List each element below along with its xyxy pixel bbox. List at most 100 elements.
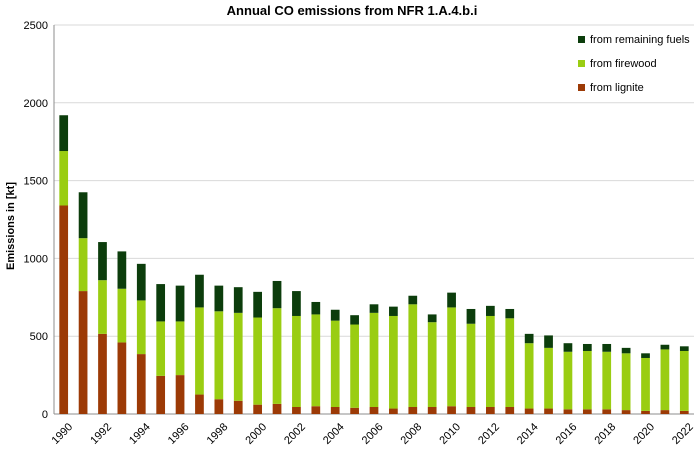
- bar-segment: [195, 307, 204, 395]
- bar-segment: [544, 408, 553, 414]
- bar-segment: [59, 151, 69, 206]
- x-tick-label: 2000: [243, 421, 269, 447]
- bar-segment: [136, 300, 146, 355]
- bar-segment: [59, 115, 69, 152]
- y-tick-label: 1000: [24, 253, 48, 265]
- bar-segment: [447, 307, 456, 407]
- y-tick-label: 2500: [24, 20, 48, 32]
- bar-segment: [621, 410, 631, 414]
- bar-segment: [136, 354, 146, 414]
- bar-segment: [156, 321, 166, 376]
- bar-segment: [679, 410, 689, 414]
- x-tick-label: 1998: [205, 421, 231, 447]
- bar-segment: [602, 351, 612, 410]
- x-tick-label: 2020: [631, 421, 657, 447]
- bar-segment: [272, 403, 282, 414]
- bar-segment: [660, 410, 670, 414]
- bar-segment: [175, 321, 185, 376]
- bar-segment: [582, 350, 592, 410]
- bar-segment: [369, 312, 379, 407]
- bar-segment: [524, 408, 534, 414]
- bar-segment: [447, 292, 456, 308]
- bar-segment: [582, 343, 592, 351]
- bar-segment: [98, 242, 107, 281]
- bar-segment: [427, 322, 437, 407]
- bar-segment: [505, 406, 515, 414]
- bar-segment: [350, 324, 359, 408]
- bar-segment: [544, 347, 553, 409]
- bar-segment: [233, 400, 243, 414]
- bar-segment: [389, 315, 398, 409]
- bar-segment: [524, 343, 534, 409]
- bar-segment: [292, 315, 301, 407]
- bar-segment: [175, 375, 185, 414]
- y-ticks: 0 500 1000 1500 2000 2500: [24, 20, 48, 421]
- bar-segment: [524, 333, 534, 344]
- bar-segment: [563, 409, 573, 414]
- bar-segment: [272, 308, 282, 404]
- x-tick-label: 2012: [476, 421, 502, 447]
- bar-segment: [233, 312, 243, 401]
- bar-segment: [214, 285, 224, 312]
- bar-segment: [427, 314, 437, 323]
- bar-segment: [175, 285, 185, 322]
- bar-segment: [117, 288, 127, 343]
- bar-segment: [486, 406, 495, 414]
- x-tick-label: 2004: [321, 421, 347, 447]
- bar-segment: [505, 308, 515, 319]
- bar-segment: [466, 406, 476, 414]
- x-tick-label: 1996: [166, 421, 192, 447]
- bar-segment: [466, 308, 476, 324]
- bar-segment: [117, 251, 127, 289]
- legend-swatch: [578, 60, 585, 67]
- bar-segment: [602, 409, 612, 414]
- bar-segment: [369, 304, 379, 313]
- x-tick-label: 2006: [360, 421, 386, 447]
- legend-swatch: [578, 84, 585, 91]
- bar-segment: [214, 399, 224, 414]
- bar-segment: [253, 404, 262, 414]
- bar-segment: [408, 295, 418, 305]
- bar-segment: [505, 318, 515, 407]
- bar-segment: [408, 406, 418, 414]
- x-tick-label: 1990: [49, 421, 75, 447]
- bar-segment: [78, 291, 88, 414]
- bar-segment: [447, 406, 456, 414]
- bar-segment: [621, 353, 631, 411]
- bar-segment: [311, 301, 321, 315]
- bar-segment: [486, 305, 495, 316]
- bar-segment: [117, 342, 127, 414]
- bar-segment: [350, 315, 359, 325]
- bar-segment: [582, 409, 592, 414]
- x-tick-label: 1992: [88, 421, 114, 447]
- bar-segment: [98, 280, 107, 334]
- bar-segment: [330, 406, 340, 414]
- bar-segment: [330, 320, 340, 407]
- bar-segment: [292, 406, 301, 414]
- bar-segment: [641, 353, 650, 358]
- bar-segment: [59, 205, 69, 414]
- bar-segment: [621, 347, 631, 354]
- bar-segment: [195, 274, 204, 308]
- bar-segment: [253, 317, 262, 405]
- bar-segment: [214, 311, 224, 400]
- bar-segment: [233, 287, 243, 313]
- bar-segment: [679, 346, 689, 351]
- bar-segment: [408, 304, 418, 407]
- bar-segment: [156, 375, 166, 414]
- bar-segment: [544, 335, 553, 348]
- legend: from remaining fuels from firewood from li…: [578, 34, 690, 94]
- y-tick-label: 2000: [24, 98, 48, 110]
- bar-segment: [641, 357, 650, 411]
- bar-segment: [466, 323, 476, 407]
- x-tick-label: 2008: [399, 421, 425, 447]
- bar-segment: [78, 238, 88, 292]
- legend-label: from firewood: [590, 58, 657, 70]
- x-tick-label: 2002: [282, 421, 308, 447]
- bar-segment: [98, 333, 107, 414]
- bar-segment: [679, 350, 689, 411]
- bar-segment: [602, 343, 612, 352]
- bar-segment: [389, 408, 398, 414]
- y-tick-label: 500: [30, 331, 48, 343]
